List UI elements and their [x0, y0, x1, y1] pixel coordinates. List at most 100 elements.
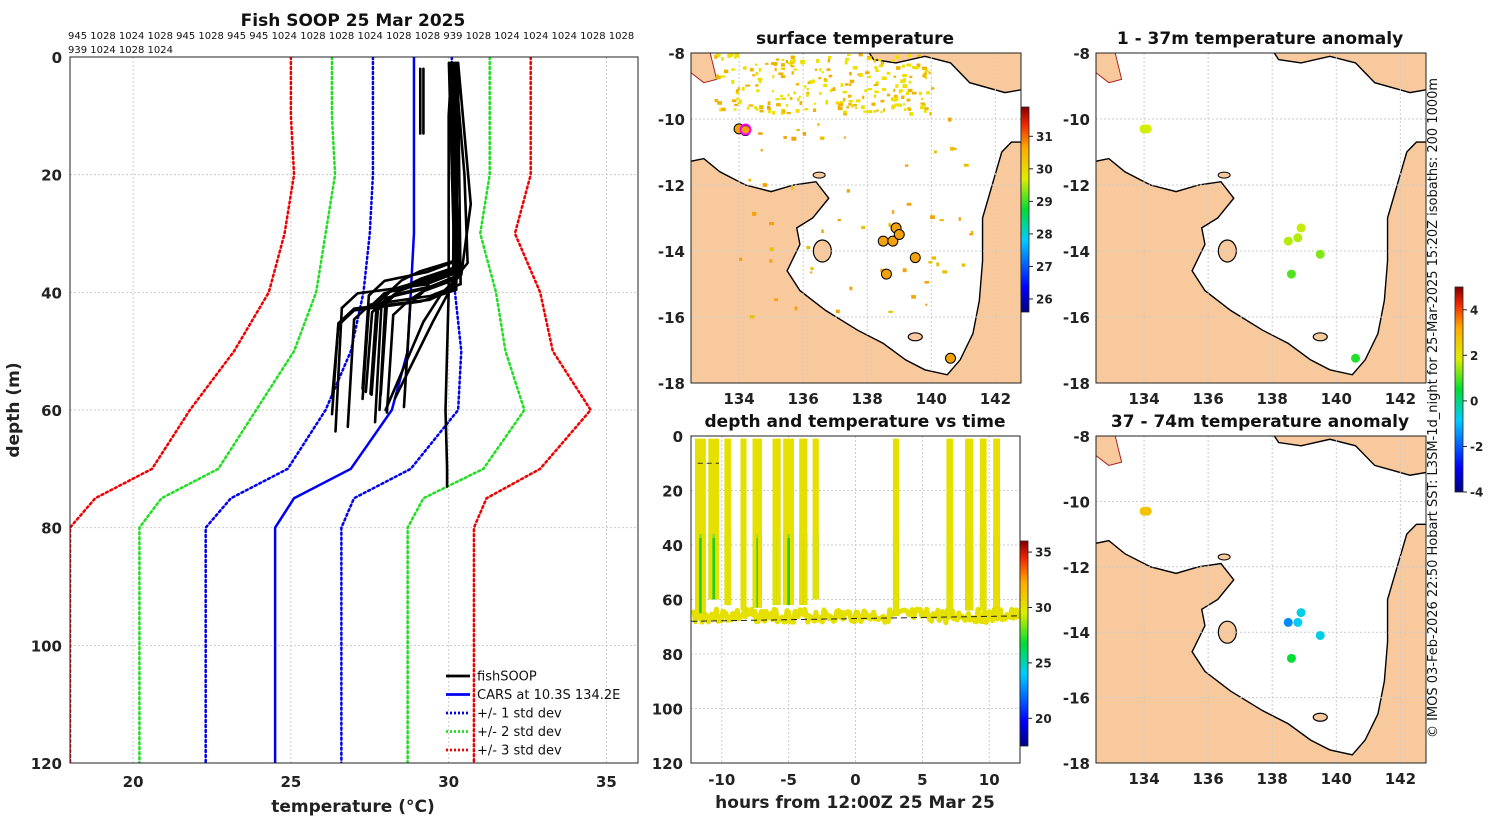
map-ytick-label: -16	[1063, 309, 1090, 327]
track-point	[1286, 653, 1296, 663]
sst-pixel	[716, 74, 719, 78]
dt-cast-edge	[946, 438, 951, 611]
fishsoop-cast-line	[385, 61, 457, 414]
track-point	[1283, 617, 1293, 627]
dt-cast-edge	[993, 438, 998, 611]
sst-pixel	[918, 91, 922, 96]
sst-pixel	[880, 110, 883, 114]
track-point	[1283, 236, 1293, 246]
dt-cast-edge	[757, 438, 762, 608]
sst-pixel	[906, 202, 912, 206]
sst-pixel	[837, 106, 843, 111]
sst-pixel	[848, 103, 852, 106]
sst-pixel	[867, 110, 873, 114]
fishsoop-cast-line	[334, 61, 458, 433]
dt-cast-cool	[772, 534, 781, 605]
dt-cast-warm	[783, 438, 794, 535]
sst-pixel	[737, 54, 740, 58]
sst-pixel	[757, 78, 763, 81]
land-new-guinea	[1273, 436, 1426, 476]
dt-ytick-label: 120	[652, 755, 683, 773]
sst-colorbar: 26 27 28 29 30 31	[1020, 106, 1053, 313]
map-ytick-label: -12	[1063, 559, 1090, 577]
sst-pixel	[819, 92, 822, 95]
dt-cast-warm	[752, 438, 762, 535]
sst-pixel	[923, 109, 927, 113]
map-ytick-label: -12	[1063, 177, 1090, 195]
sst-pixel	[897, 103, 903, 107]
sst-pixel	[806, 93, 809, 97]
dt-cast-edge	[995, 438, 1000, 611]
sst-pixel	[714, 98, 719, 103]
dt-ytick-label: 80	[662, 646, 683, 664]
dt-cast-edge	[708, 438, 713, 600]
sst-cbar-tick-label: 29	[1036, 195, 1053, 209]
pressure-labels-row1: 945 1028 1024 1028 945 1028 945 945 1024…	[68, 31, 634, 42]
dt-cast-edge	[752, 438, 757, 608]
sst-pixel	[902, 268, 907, 273]
dt-cast-cool	[752, 534, 762, 608]
sst-pixel	[731, 79, 735, 84]
sst-pixel	[780, 63, 785, 67]
anom2-map-body: 134 136 138 140 142 -8 -10 -12 -14 -16 -18	[1063, 428, 1427, 788]
sst-pixel	[743, 66, 746, 70]
std3-plus-line	[472, 57, 593, 763]
sst-pixel	[789, 97, 793, 100]
sst-pixel	[759, 105, 764, 110]
sst-pixel	[909, 75, 913, 79]
sst-pixel	[810, 267, 814, 270]
dt-cast-edge	[772, 438, 777, 605]
sst-pixel	[765, 62, 769, 65]
sst-pixel	[861, 225, 866, 230]
sst-pixel	[733, 108, 737, 111]
map-ytick-label: -18	[658, 375, 685, 393]
dt-cast-cool	[708, 534, 720, 600]
sst-pixel	[880, 268, 884, 273]
sst-pixel	[754, 63, 758, 66]
dt-cast-warm	[708, 438, 720, 535]
sst-pixel	[749, 315, 755, 319]
sst-pixel	[750, 68, 754, 72]
dt-cbar-tick-label: 25	[1035, 656, 1052, 670]
sst-pixel	[839, 100, 844, 104]
anom-cbar-tick-label: -4	[1470, 486, 1483, 500]
sst-pixel	[817, 123, 820, 126]
sst-pixel	[796, 128, 800, 131]
dt-cast-edge	[742, 438, 747, 611]
sst-pixel	[723, 69, 729, 74]
sst-pixel	[755, 72, 759, 76]
sst-pixel	[902, 74, 907, 77]
sst-pixel	[737, 87, 740, 91]
sst-pixel	[858, 53, 863, 57]
dt-cast-warm	[799, 438, 808, 535]
land-mornington	[1312, 712, 1328, 722]
profile-ticks: 20 25 30 35 0 20 40 60 80 100 120	[31, 49, 617, 791]
map-ytick-label: -10	[658, 111, 685, 129]
profile-grid	[70, 56, 638, 764]
map-xtick-label: 142	[980, 390, 1011, 408]
sst-pixel	[860, 105, 865, 110]
sst-pixel	[921, 66, 927, 70]
sst-pixel	[849, 286, 853, 291]
dt-cast-transition	[799, 534, 808, 539]
sst-pixel	[823, 78, 827, 81]
sst-pixel	[719, 108, 722, 112]
sst-pixel	[845, 57, 849, 61]
sst-pixel	[855, 106, 858, 110]
sst-pixel	[819, 136, 825, 140]
sst-pixel	[795, 83, 800, 86]
dt-cbar-tick-label: 35	[1035, 546, 1052, 560]
dt-cast-edge	[724, 438, 729, 605]
sst-pixel	[950, 146, 954, 151]
sst-pixel	[846, 54, 851, 57]
map-xtick-label: 134	[1128, 390, 1159, 408]
sst-pixel	[739, 257, 743, 261]
map-xtick-label: 136	[787, 390, 818, 408]
legend-label: fishSOOP	[477, 670, 537, 685]
dt-marks	[691, 438, 1020, 626]
dt-cbar-tick-label: 30	[1035, 601, 1052, 615]
map-xtick-label: 140	[1321, 770, 1352, 788]
sst-pixel	[809, 80, 813, 85]
land-new-guinea	[868, 53, 1021, 94]
dt-cast-cool	[965, 534, 974, 611]
